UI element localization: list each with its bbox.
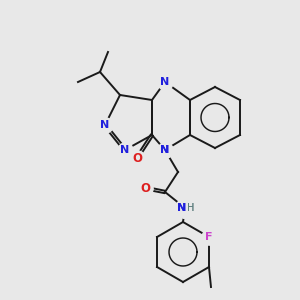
- Text: F: F: [205, 232, 213, 242]
- Text: N: N: [160, 77, 169, 87]
- Text: H: H: [187, 203, 195, 213]
- Text: N: N: [120, 145, 130, 155]
- Text: O: O: [132, 152, 142, 164]
- Text: H: H: [187, 203, 195, 213]
- Text: N: N: [177, 203, 187, 213]
- Text: N: N: [160, 145, 169, 155]
- Text: O: O: [140, 182, 150, 194]
- Text: N: N: [177, 203, 187, 213]
- Text: N: N: [100, 120, 109, 130]
- Text: N: N: [160, 145, 169, 155]
